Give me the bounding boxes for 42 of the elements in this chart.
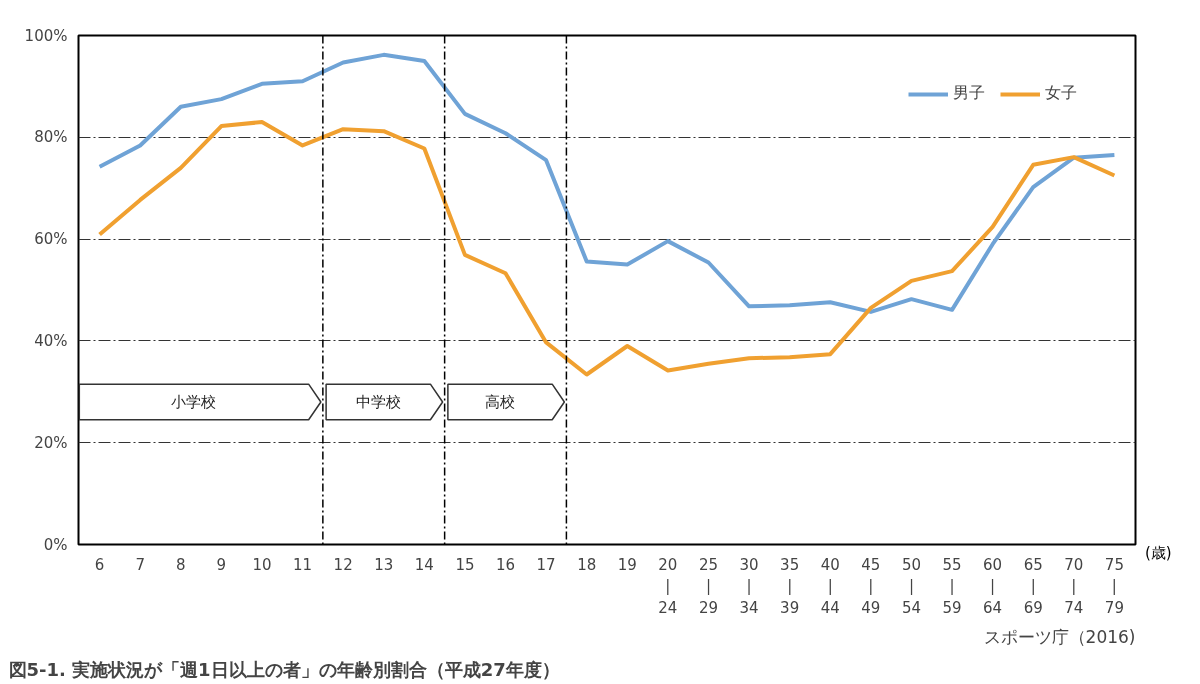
x-tick-label: 35 | 39 [780,555,800,617]
band-label: 小学校 [171,392,217,411]
x-tick-label: 50 | 54 [901,555,921,617]
x-tick-label: 18 [577,555,597,574]
x-tick-label: 19 [617,555,637,574]
x-tick-label: 40 | 44 [820,555,840,617]
text: スポーツ庁（2016) [983,626,1136,647]
x-tick-label: 20 | 24 [658,555,678,617]
x-tick-label: 60 | 64 [983,555,1003,617]
x-tick-label: 11 [293,555,313,574]
y-tick-label: 0% [43,535,68,554]
band-label: 中学校 [355,392,401,411]
x-axis-title: (歳) [1145,543,1172,564]
x-tick-label: 6 [94,555,105,574]
x-tick-label: 10 [252,555,272,574]
y-tick-label: 20% [34,433,68,452]
x-tick-label: 8 [176,555,186,574]
y-tick-label: 80% [34,128,68,147]
text: 図5-1. 実施状況が「週1日以上の者」の年齢別割合（平成27年度） [8,658,560,680]
line-series [97,120,1117,377]
x-tick-label: 17 [536,555,556,574]
y-tick-label: 100% [24,26,68,45]
line-series [97,52,1117,314]
y-tick-label: 40% [34,331,68,350]
legend-label: 女子 [1045,83,1077,104]
x-tick-label: 13 [374,555,394,574]
x-tick-label: 16 [495,555,516,574]
y-tick-label: 60% [34,230,68,249]
x-tick-label: 25 | 29 [698,555,719,617]
x-tick-label: 7 [135,555,145,574]
x-tick-label: 70 | 74 [1064,555,1084,617]
x-tick-label: 9 [216,555,227,574]
x-tick-label: 75 | 79 [1104,555,1124,617]
x-tick-label: 15 [455,555,475,574]
x-tick-label: 14 [414,555,434,574]
x-tick-label: 65 | 69 [1023,555,1043,617]
x-tick-label: 12 [333,555,353,574]
x-tick-label: 45 | 49 [861,555,881,617]
band-label: 高校 [485,392,516,411]
x-tick-label: 55 | 59 [942,555,962,617]
x-tick-label: 30 | 34 [739,555,759,617]
legend-label: 男子 [953,83,985,104]
